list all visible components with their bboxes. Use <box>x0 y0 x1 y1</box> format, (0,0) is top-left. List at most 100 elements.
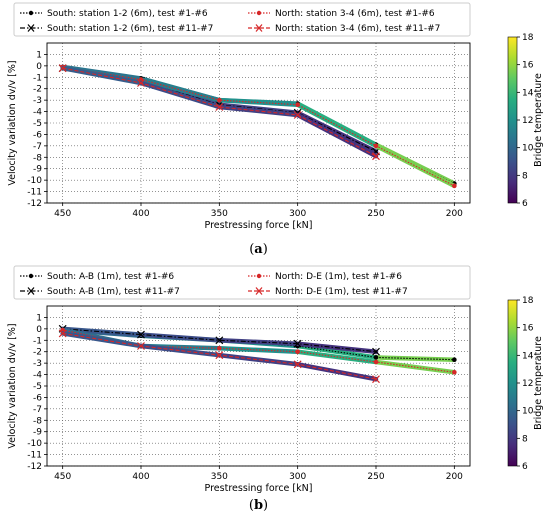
legend-item: North: station 3-4 (6m), test #1-#6 <box>248 9 435 19</box>
legend-marker <box>256 10 262 16</box>
colorbar-tick-label: 6 <box>522 462 528 472</box>
legend-label: North: station 3-4 (6m), test #11-#7 <box>275 24 440 34</box>
data-point <box>217 345 222 351</box>
colorbar-tick-label: 16 <box>522 324 534 334</box>
data-point <box>373 143 379 149</box>
data-point-stroke <box>372 347 380 356</box>
data-point <box>295 102 300 108</box>
y-tick-label: -6 <box>33 130 42 140</box>
series-group <box>58 64 457 189</box>
data-point-stroke <box>215 351 224 360</box>
legend-marker <box>255 24 263 32</box>
data-point <box>137 330 145 339</box>
legend: South: A-B (1m), test #1-#6 South: A-B (1… <box>13 265 471 300</box>
legend-marker <box>256 273 262 279</box>
data-point <box>137 342 145 350</box>
data-point-stroke <box>137 79 145 87</box>
colorbar-tick-label: 10 <box>522 407 534 417</box>
data-point-stroke <box>215 103 224 111</box>
series-3 <box>60 64 457 189</box>
y-tick-label: -4 <box>33 371 42 381</box>
colorbar-tick-label: 18 <box>522 33 534 43</box>
y-tick-label: 0 <box>36 62 42 72</box>
series-group <box>58 324 457 384</box>
x-tick-label: 350 <box>211 472 228 482</box>
y-tick-label: 1 <box>36 313 42 323</box>
legend-item: South: station 1-2 (6m), test #11-#7 <box>20 24 213 34</box>
series-4 <box>58 64 380 161</box>
data-point <box>452 183 457 189</box>
temperature-band <box>138 77 222 103</box>
x-tick-label: 300 <box>289 472 306 482</box>
colorbar-tick-label: 10 <box>522 144 534 154</box>
data-point-stroke <box>372 152 380 161</box>
grid <box>47 306 470 467</box>
legend-item: South: station 1-2 (6m), test #1-#6 <box>20 9 208 19</box>
data-point <box>215 103 224 111</box>
data-point-stroke <box>293 111 302 119</box>
y-tick-label: -7 <box>33 405 42 415</box>
grid <box>47 43 470 204</box>
colorbar-gradient <box>507 299 518 467</box>
y-tick-label: -10 <box>27 439 42 449</box>
legend-label: North: station 3-4 (6m), test #1-#6 <box>275 9 435 19</box>
y-tick-label: -9 <box>33 165 42 175</box>
y-tick-label: -3 <box>33 359 42 369</box>
x-tick-label: 450 <box>54 472 71 482</box>
panel-caption: (b) <box>249 498 268 513</box>
x-tick-label: 300 <box>289 209 306 219</box>
legend-marker <box>27 24 35 32</box>
y-tick-label: -4 <box>33 108 42 118</box>
y-axis-label: Velocity variation dv/v [%] <box>7 323 18 448</box>
data-point <box>137 79 145 87</box>
y-tick-label: -3 <box>33 96 42 106</box>
colorbar-tick-label: 12 <box>522 116 533 126</box>
series-1 <box>60 64 457 186</box>
y-tick-label: -5 <box>33 119 42 129</box>
legend-item: North: station 3-4 (6m), test #11-#7 <box>248 24 440 34</box>
y-tick-label: 1 <box>36 50 42 60</box>
temperature-band <box>217 346 300 354</box>
legend-marker <box>27 287 35 295</box>
y-tick-label: -6 <box>33 393 42 403</box>
legend-item: North: D-E (1m), test #1-#6 <box>248 272 402 282</box>
y-tick-label: -5 <box>33 382 42 392</box>
data-point <box>293 339 302 348</box>
data-point-stroke <box>293 360 302 369</box>
y-tick-label: -1 <box>33 336 42 346</box>
legend-marker <box>28 10 34 16</box>
x-tick-label: 250 <box>367 472 384 482</box>
colorbar-tick-label: 18 <box>522 296 534 306</box>
y-tick-label: 0 <box>36 325 42 335</box>
y-tick-label: -7 <box>33 142 42 152</box>
y-axis-label: Velocity variation dv/v [%] <box>7 60 18 185</box>
y-tick-label: -2 <box>33 85 42 95</box>
panel-a: South: station 1-2 (6m), test #1-#6 South… <box>7 2 544 257</box>
data-point <box>58 64 67 73</box>
legend-frame <box>13 2 471 37</box>
colorbar-tick-label: 12 <box>522 379 533 389</box>
y-tick-label: -2 <box>33 348 42 358</box>
temperature-band <box>295 343 379 360</box>
legend-label: North: D-E (1m), test #11-#7 <box>275 287 408 297</box>
colorbar-tick-label: 8 <box>522 171 528 181</box>
y-tick-label: -11 <box>27 451 42 461</box>
data-point <box>215 336 224 345</box>
series-2 <box>58 324 380 356</box>
data-point <box>373 359 379 365</box>
colorbar-gradient <box>507 36 518 204</box>
x-axis-label: Prestressing force [kN] <box>205 483 313 494</box>
colorbar-tick-label: 6 <box>522 199 528 209</box>
y-tick-label: -12 <box>27 462 42 472</box>
colorbar-tick-label: 14 <box>522 351 534 361</box>
colorbar: 6 8 10 12 14 16 18 Bridge temperature <box>507 296 544 472</box>
data-point <box>60 327 65 333</box>
data-point-stroke <box>215 336 224 345</box>
data-point <box>215 351 224 360</box>
y-tick-label: -8 <box>33 153 42 163</box>
colorbar-tick-label: 8 <box>522 434 528 444</box>
y-tick-label: -10 <box>27 176 42 186</box>
y-tick-label: -12 <box>27 199 42 209</box>
series-line <box>62 66 455 187</box>
legend-label: South: station 1-2 (6m), test #11-#7 <box>47 24 213 34</box>
